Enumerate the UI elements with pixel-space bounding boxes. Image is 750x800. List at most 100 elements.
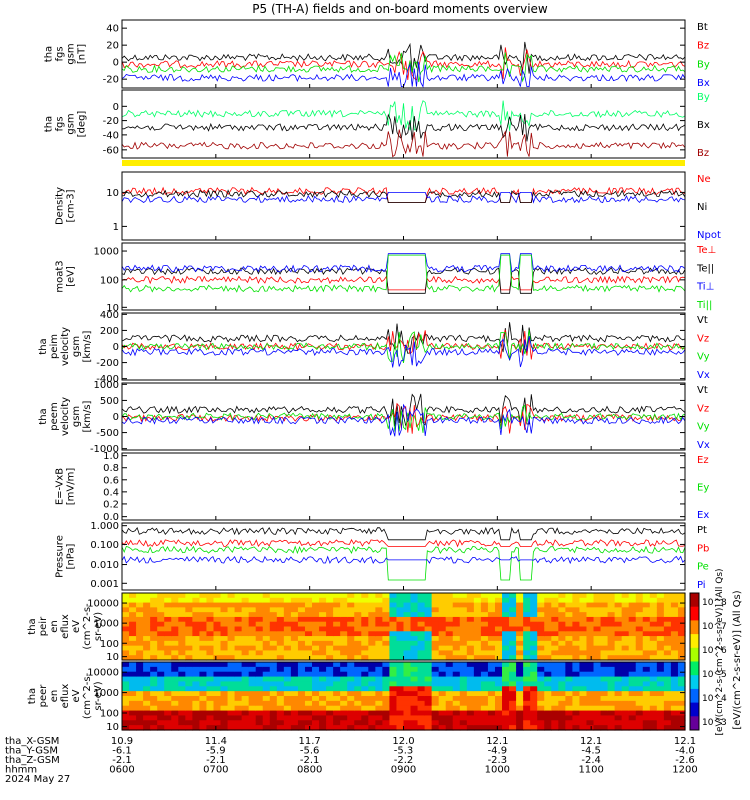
heatmap-cell	[297, 631, 306, 637]
y-axis-label: velocity	[60, 397, 71, 436]
heatmap-cell	[487, 597, 496, 604]
heatmap-cell	[255, 681, 264, 687]
heatmap-cell	[269, 696, 278, 702]
heatmap-cell	[403, 700, 412, 707]
heatmap-cell	[136, 720, 144, 726]
heatmap-cell	[354, 655, 362, 661]
heatmap-cell	[347, 710, 355, 717]
heatmap-cell	[262, 626, 271, 632]
heatmap-cell	[424, 650, 433, 656]
heatmap-cell	[523, 612, 531, 618]
heatmap-cell	[361, 725, 369, 731]
heatmap-cell	[530, 700, 538, 707]
heatmap-cell	[628, 686, 637, 692]
heatmap-cell	[649, 616, 658, 623]
y-tick-label: -40	[103, 130, 119, 141]
heatmap-cell	[438, 645, 447, 652]
heatmap-cell	[213, 597, 222, 604]
heatmap-cell	[586, 602, 595, 608]
heatmap-cell	[600, 725, 609, 731]
heatmap-cell	[290, 710, 299, 717]
heatmap-cell	[290, 715, 299, 721]
heatmap-cell	[452, 626, 461, 632]
heatmap-cell	[143, 676, 151, 683]
heatmap-cell	[670, 705, 679, 712]
heatmap-cell	[283, 686, 292, 692]
heatmap-cell	[361, 621, 369, 628]
heatmap-cell	[452, 676, 461, 683]
heatmap-cell	[579, 607, 588, 613]
heatmap-cell	[670, 686, 679, 692]
heatmap-cell	[670, 671, 679, 678]
heatmap-cell	[122, 686, 130, 692]
heatmap-cell	[635, 725, 644, 731]
heatmap-cell	[502, 666, 510, 673]
heatmap-cell	[375, 700, 383, 707]
heatmap-cell	[143, 631, 151, 637]
heatmap-cell	[213, 671, 222, 678]
heatmap-cell	[516, 686, 524, 692]
heatmap-cell	[241, 640, 250, 647]
x-axis-value: 12.1	[580, 736, 602, 747]
x-axis-value: 12.1	[486, 736, 508, 747]
heatmap-cell	[122, 645, 130, 652]
heatmap-cell	[326, 710, 334, 717]
y-axis-label: tha	[27, 688, 38, 704]
heatmap-cell	[326, 602, 334, 608]
heatmap-cell	[361, 696, 369, 702]
heatmap-cell	[656, 725, 665, 731]
heatmap-cell	[551, 671, 559, 678]
heatmap-cell	[185, 636, 193, 642]
heatmap-cell	[452, 662, 461, 668]
heatmap-cell	[283, 696, 292, 702]
heatmap-cell	[480, 621, 489, 628]
heatmap-cell	[509, 602, 517, 608]
heatmap-cell	[424, 696, 433, 702]
heatmap-cell	[136, 626, 144, 632]
heatmap-cell	[614, 676, 623, 683]
heatmap-cell	[297, 645, 306, 652]
heatmap-cell	[502, 655, 510, 661]
heatmap-cell	[375, 720, 383, 726]
heatmap-cell	[466, 691, 475, 697]
heatmap-cell	[319, 691, 327, 697]
heatmap-cell	[157, 626, 165, 632]
heatmap-cell	[396, 607, 405, 613]
heatmap-cell	[389, 725, 398, 731]
heatmap-cell	[368, 612, 376, 618]
heatmap-cell	[600, 636, 609, 642]
heatmap-cell	[438, 593, 447, 599]
heatmap-cell	[579, 593, 588, 599]
heatmap-cell	[354, 700, 362, 707]
heatmap-cell	[213, 626, 222, 632]
heatmap-cell	[466, 621, 475, 628]
heatmap-cell	[213, 621, 222, 628]
heatmap-cell	[551, 686, 559, 692]
heatmap-cell	[122, 655, 130, 661]
y-tick-label: 200	[100, 326, 119, 337]
heatmap-cell	[361, 666, 369, 673]
heatmap-cell	[129, 607, 137, 613]
heatmap-cell	[558, 691, 566, 697]
heatmap-cell	[269, 650, 278, 656]
heatmap-cell	[663, 725, 672, 731]
heatmap-cell	[157, 676, 165, 683]
heatmap-cell	[656, 686, 665, 692]
heatmap-cell	[129, 666, 137, 673]
heatmap-cell	[269, 612, 278, 618]
heatmap-cell	[290, 700, 299, 707]
heatmap-cell	[410, 700, 419, 707]
heatmap-cell	[129, 655, 137, 661]
heatmap-cell	[143, 616, 151, 623]
heatmap-cell	[297, 696, 306, 702]
heatmap-cell	[586, 720, 595, 726]
heatmap-cell	[319, 725, 327, 731]
heatmap-cell	[312, 705, 320, 712]
y-tick-label: 0.2	[103, 499, 119, 510]
heatmap-cell	[312, 715, 320, 721]
heatmap-cell	[248, 616, 257, 623]
heatmap-cell	[361, 645, 369, 652]
heatmap-cell	[368, 715, 376, 721]
heatmap-cell	[417, 655, 426, 661]
